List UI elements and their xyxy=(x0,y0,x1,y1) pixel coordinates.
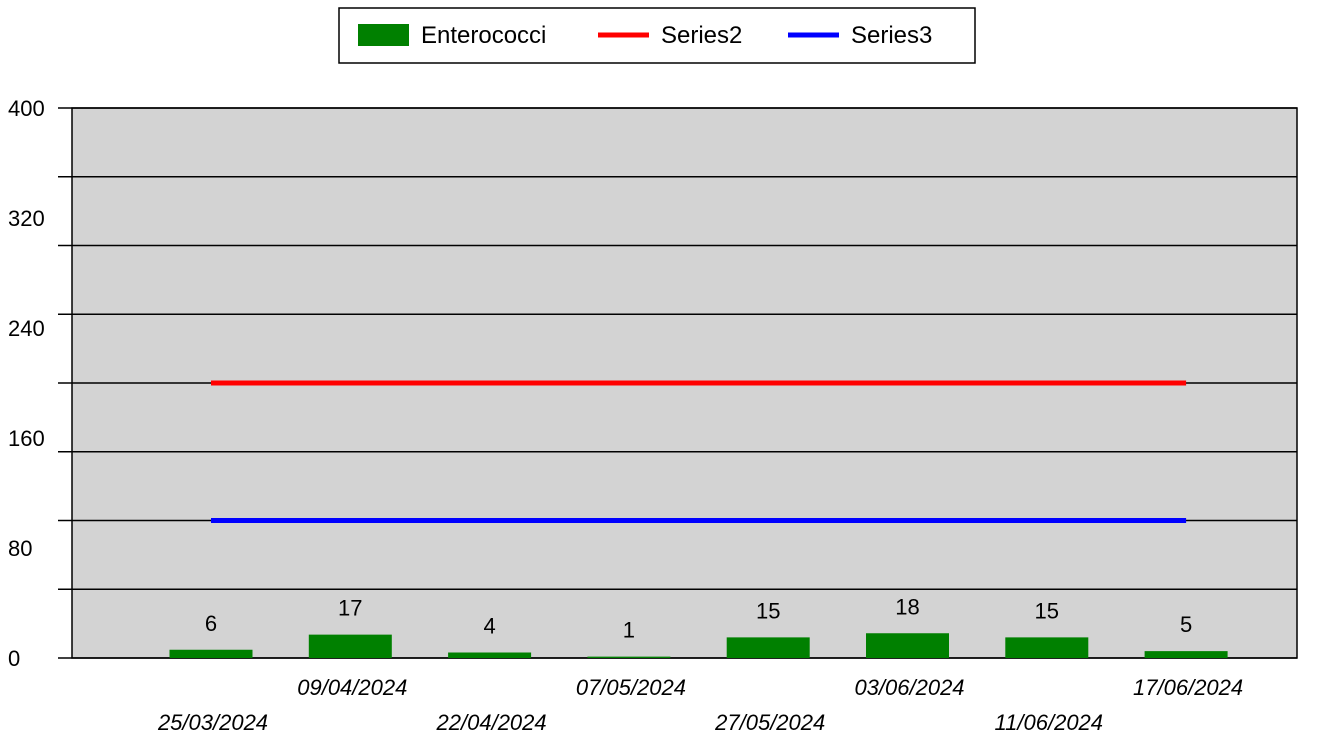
bar-data-label: 6 xyxy=(205,611,217,636)
bar-enterococci xyxy=(169,649,253,658)
x-tick-label: 03/06/2024 xyxy=(854,675,964,700)
x-tick-label: 25/03/2024 xyxy=(157,710,268,735)
legend-label: Enterococci xyxy=(421,22,546,49)
bar-data-label: 1 xyxy=(623,618,635,643)
legend-label: Series3 xyxy=(851,22,932,49)
y-tick-label: 80 xyxy=(8,536,32,561)
legend-box xyxy=(338,7,976,64)
bar-enterococci xyxy=(1005,637,1089,658)
x-tick-label: 27/05/2024 xyxy=(714,710,825,735)
bar-enterococci xyxy=(726,637,810,658)
legend-swatch-enterococci xyxy=(358,24,409,46)
y-tick-label: 0 xyxy=(8,646,20,671)
bar-data-label: 5 xyxy=(1180,612,1192,637)
legend-label: Series2 xyxy=(661,22,742,49)
legend: Enterococci Series2 Series3 xyxy=(338,7,976,64)
y-tick-label: 240 xyxy=(8,316,45,341)
x-tick-label: 11/06/2024 xyxy=(995,710,1103,735)
x-tick-label: 09/04/2024 xyxy=(297,675,407,700)
plot-area: 0 80 160 240 320 400 6 17 4 1 15 18 15 5 25/03/2024 09/… xyxy=(8,96,1298,735)
x-tick-label: 22/04/2024 xyxy=(436,710,547,735)
bar-enterococci xyxy=(587,656,671,658)
bar-data-label: 15 xyxy=(756,598,780,623)
bar-enterococci xyxy=(866,633,949,658)
bar-enterococci xyxy=(308,634,392,658)
bar-data-label: 4 xyxy=(483,614,495,639)
x-tick-label: 07/05/2024 xyxy=(576,675,686,700)
bar-enterococci xyxy=(1144,651,1228,658)
y-tick-label: 400 xyxy=(8,96,45,121)
y-tick-label: 160 xyxy=(8,426,45,451)
bar-data-label: 18 xyxy=(895,594,919,619)
x-tick-label: 17/06/2024 xyxy=(1133,675,1243,700)
bar-data-label: 17 xyxy=(338,596,362,621)
plot-border xyxy=(71,107,1298,659)
y-tick-label: 320 xyxy=(8,206,45,231)
bar-enterococci xyxy=(448,652,532,658)
bar-data-label: 15 xyxy=(1035,598,1059,623)
